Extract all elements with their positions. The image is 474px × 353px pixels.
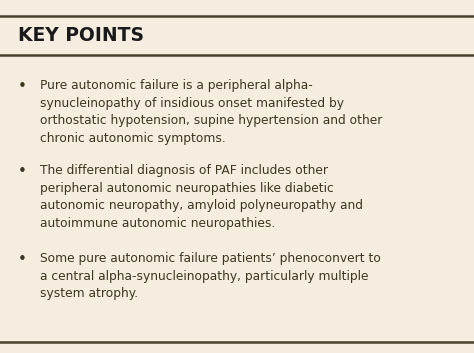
Text: Some pure autonomic failure patients’ phenoconvert to
a central alpha-synucleino: Some pure autonomic failure patients’ ph… [40,252,381,300]
Text: The differential diagnosis of PAF includes other
peripheral autonomic neuropathi: The differential diagnosis of PAF includ… [40,164,363,230]
Text: KEY POINTS: KEY POINTS [18,26,144,45]
Text: •: • [18,79,27,94]
Text: •: • [18,252,27,267]
Text: Pure autonomic failure is a peripheral alpha-
synucleinopathy of insidious onset: Pure autonomic failure is a peripheral a… [40,79,383,145]
Text: •: • [18,164,27,179]
